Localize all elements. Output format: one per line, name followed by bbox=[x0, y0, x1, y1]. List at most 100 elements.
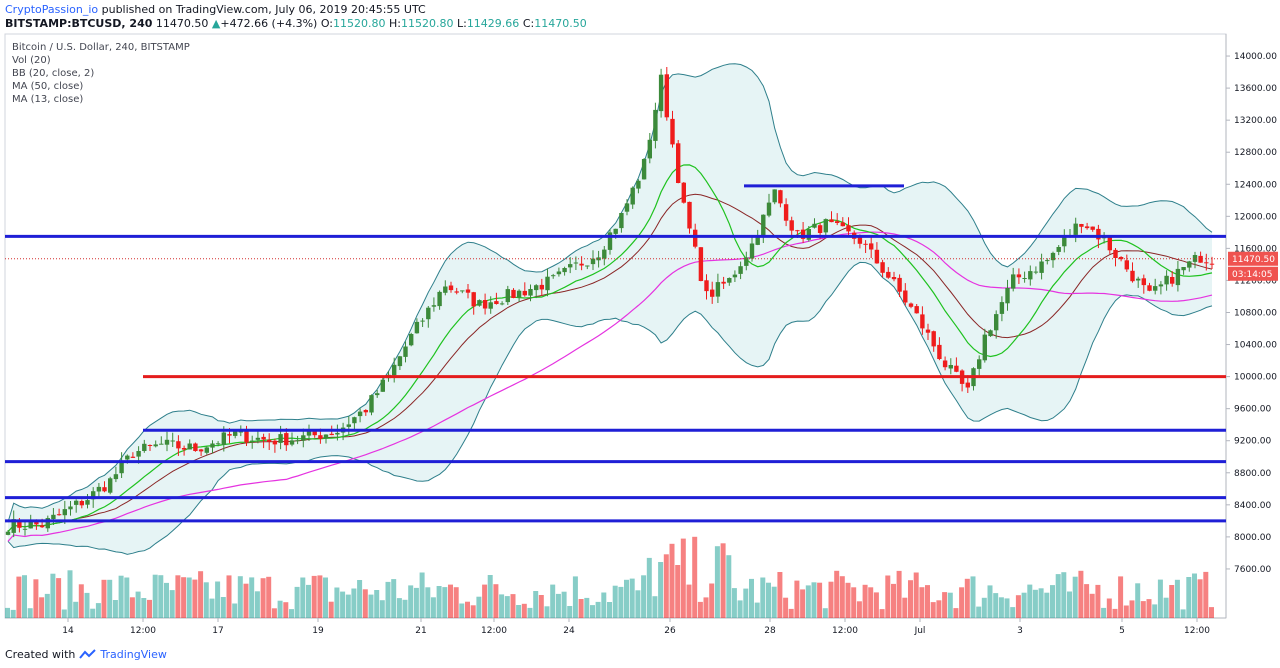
candle bbox=[1153, 278, 1158, 295]
volume-bar bbox=[260, 578, 266, 618]
candle-body bbox=[562, 268, 567, 273]
candle bbox=[835, 213, 840, 226]
legend-bollinger[interactable]: BB (20, close, 2) bbox=[12, 68, 95, 79]
volume-bar bbox=[578, 599, 584, 618]
y-tick-label: 8000.00 bbox=[1234, 533, 1271, 543]
candle-body bbox=[136, 451, 141, 457]
candle-body bbox=[812, 223, 817, 228]
volume-bar bbox=[777, 572, 783, 618]
candle bbox=[363, 409, 368, 416]
volume-bar bbox=[959, 587, 965, 618]
price-badges: 11470.50 03:14:05 bbox=[1228, 251, 1278, 281]
volume-bar bbox=[817, 582, 823, 618]
candle bbox=[715, 273, 721, 303]
volume-bar bbox=[607, 602, 612, 618]
x-tick-label: 12:00 bbox=[481, 626, 507, 636]
candle bbox=[147, 444, 153, 451]
candle bbox=[284, 428, 289, 451]
volume-bar bbox=[237, 576, 243, 618]
candle-body bbox=[1056, 247, 1061, 252]
candle bbox=[1084, 222, 1090, 230]
y-tick-label: 8400.00 bbox=[1234, 501, 1271, 511]
candle-body bbox=[1033, 271, 1039, 273]
candle bbox=[1079, 223, 1084, 234]
candle-body bbox=[687, 201, 692, 229]
x-tick-label: 5 bbox=[1119, 626, 1125, 636]
candle-body bbox=[255, 437, 261, 440]
volume-bar bbox=[538, 595, 544, 618]
volume-bar bbox=[629, 578, 635, 618]
footer-brand[interactable]: TradingView bbox=[100, 648, 167, 661]
volume-bar bbox=[1044, 592, 1050, 618]
candle-body bbox=[880, 262, 885, 273]
candle-body bbox=[443, 286, 448, 293]
candle-body bbox=[579, 263, 584, 266]
volume-bar bbox=[1072, 576, 1078, 618]
candle-body bbox=[693, 229, 698, 247]
volume-bar bbox=[908, 580, 913, 618]
author-link[interactable]: CryptoPassion_io bbox=[5, 3, 99, 16]
candle bbox=[891, 271, 897, 282]
candle-body bbox=[369, 395, 374, 413]
legend-volume[interactable]: Vol (20) bbox=[12, 55, 51, 66]
volume-bar bbox=[271, 608, 277, 618]
candle bbox=[1073, 217, 1078, 243]
candle-body bbox=[233, 431, 238, 436]
volume-bar bbox=[544, 606, 550, 618]
candle-body bbox=[91, 491, 96, 500]
candle-body bbox=[704, 280, 709, 292]
volume-bar bbox=[1174, 579, 1180, 618]
legend-ma50[interactable]: MA (50, close) bbox=[12, 81, 84, 92]
candle bbox=[1187, 260, 1192, 272]
candle bbox=[766, 193, 772, 218]
candle bbox=[653, 102, 658, 149]
candle-body bbox=[585, 265, 590, 267]
volume-bar bbox=[590, 605, 595, 618]
candle-body bbox=[1153, 286, 1158, 291]
candle-body bbox=[681, 182, 686, 203]
volume-bar bbox=[1135, 583, 1141, 618]
volume-bar bbox=[612, 585, 618, 618]
volume-bar bbox=[703, 597, 709, 618]
candle-body bbox=[738, 266, 743, 274]
candle-body bbox=[187, 443, 192, 450]
candle-body bbox=[45, 518, 50, 529]
candle-body bbox=[999, 302, 1005, 314]
legend-ma13[interactable]: MA (13, close) bbox=[12, 94, 84, 105]
candle-body bbox=[1136, 278, 1141, 281]
candle-body bbox=[698, 247, 704, 281]
volume-bar bbox=[379, 600, 385, 618]
symbol-label[interactable]: BITSTAMP:BTCUSD, 240 bbox=[5, 17, 153, 30]
x-tick-label: 26 bbox=[664, 626, 676, 636]
volume-bar bbox=[78, 584, 84, 618]
candle-body bbox=[56, 514, 62, 516]
candle-body bbox=[789, 220, 794, 231]
candle-body bbox=[51, 514, 56, 520]
candle-body bbox=[670, 118, 675, 145]
candle bbox=[551, 273, 556, 279]
volume-bar bbox=[550, 584, 556, 618]
volume-bar bbox=[987, 585, 993, 618]
volume-bar bbox=[584, 597, 590, 618]
volume-bar bbox=[561, 591, 567, 618]
candle-body bbox=[1011, 274, 1016, 289]
candle bbox=[272, 438, 278, 453]
candle bbox=[198, 448, 204, 456]
candle bbox=[516, 289, 522, 302]
volume-bar bbox=[482, 584, 488, 618]
candle-body bbox=[289, 440, 295, 445]
volume-bar bbox=[448, 584, 453, 618]
candle bbox=[443, 280, 448, 296]
volume-bar bbox=[459, 603, 465, 618]
volume-bar bbox=[396, 598, 402, 618]
candle bbox=[1141, 274, 1146, 294]
candle bbox=[1192, 251, 1198, 269]
candle bbox=[392, 357, 397, 383]
candle-body bbox=[477, 300, 482, 306]
volume-bar bbox=[1118, 576, 1124, 618]
volume-bar bbox=[953, 608, 959, 618]
candle-body bbox=[301, 435, 306, 441]
candle-body bbox=[897, 277, 902, 292]
candle-body bbox=[511, 289, 516, 298]
